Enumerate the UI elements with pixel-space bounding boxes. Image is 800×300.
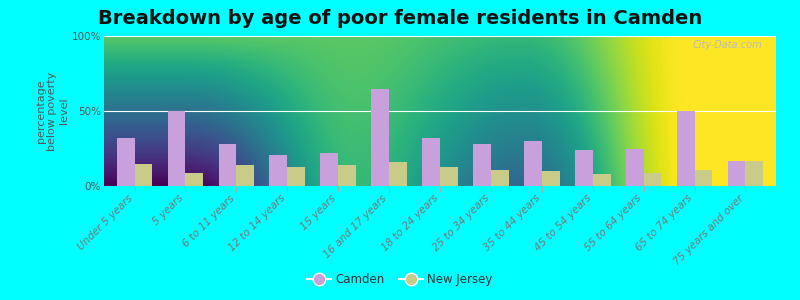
Bar <box>473 144 491 186</box>
Bar <box>371 88 389 186</box>
Bar <box>320 153 338 186</box>
Bar <box>186 172 203 186</box>
Bar <box>287 167 305 186</box>
Y-axis label: percentage
below poverty
level: percentage below poverty level <box>36 71 69 151</box>
Bar <box>575 150 593 186</box>
Bar <box>644 172 662 186</box>
Bar <box>694 169 712 186</box>
Bar <box>236 165 254 186</box>
Bar <box>626 148 644 186</box>
Bar <box>524 141 542 186</box>
Bar <box>728 160 746 186</box>
Bar <box>422 138 440 186</box>
Bar <box>168 111 186 186</box>
Bar <box>338 165 356 186</box>
Text: Breakdown by age of poor female residents in Camden: Breakdown by age of poor female resident… <box>98 9 702 28</box>
Legend: Camden, New Jersey: Camden, New Jersey <box>302 269 498 291</box>
Text: City-Data.com: City-Data.com <box>693 40 762 50</box>
Bar <box>440 167 458 186</box>
Bar <box>593 174 610 186</box>
Bar <box>542 171 560 186</box>
Bar <box>270 154 287 186</box>
Bar <box>746 160 763 186</box>
Bar <box>389 162 407 186</box>
Bar <box>117 138 134 186</box>
Bar <box>491 169 509 186</box>
Bar <box>677 111 694 186</box>
Bar <box>218 144 236 186</box>
Bar <box>134 164 152 186</box>
